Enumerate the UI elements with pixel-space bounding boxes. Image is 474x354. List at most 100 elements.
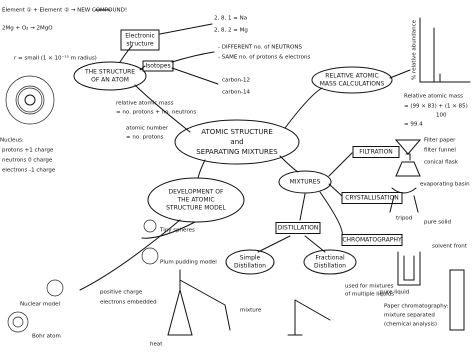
atom-sketch xyxy=(143,219,157,233)
node-label: Fractional xyxy=(315,255,345,262)
beaker xyxy=(397,251,421,286)
branch xyxy=(299,193,306,221)
node-label: THE ATOMIC xyxy=(176,197,214,204)
node-label: THE STRUCTURE xyxy=(84,69,135,76)
node-label: CHROMATOGRAPHY xyxy=(342,237,402,244)
note: Element ① + Element ② → NEW COMPOUND! xyxy=(2,7,127,14)
node-label: Distillation xyxy=(314,263,346,270)
apparatus xyxy=(167,139,465,336)
note: Relative atomic mass xyxy=(404,94,463,100)
branch xyxy=(328,152,353,177)
note: filter funnel xyxy=(424,148,456,154)
atom-sketch xyxy=(12,316,24,328)
note: carbon-14 xyxy=(222,90,250,96)
central-label: SEPARATING MIXTURES xyxy=(196,148,278,156)
note: relative atomic mass xyxy=(116,101,174,107)
node-label: DISTILLATION xyxy=(278,225,319,232)
note: r = small (1 × 10⁻¹⁰ m radius) xyxy=(14,55,97,62)
note: 2, 8, 1 = Na xyxy=(214,16,247,22)
note: solvent front xyxy=(432,244,468,250)
node-label: Electronic xyxy=(125,33,155,40)
branch xyxy=(284,87,323,129)
note: Paper chromatography: xyxy=(384,304,449,310)
note: Filter paper xyxy=(424,138,456,144)
node-label: RELATIVE ATOMIC xyxy=(325,73,378,80)
branch xyxy=(171,67,219,85)
branch xyxy=(119,45,133,63)
note: mixture xyxy=(240,308,262,314)
axes xyxy=(419,17,471,83)
branch xyxy=(304,235,326,253)
branch xyxy=(134,84,191,133)
note: neutrons 0 charge xyxy=(2,158,53,164)
note: Bohr atom xyxy=(32,334,61,340)
abundance-graph xyxy=(419,17,471,83)
note: Nucleus: xyxy=(0,138,24,144)
atom-sketch xyxy=(141,247,159,265)
branches xyxy=(79,9,411,291)
node-shape xyxy=(142,60,174,72)
node-label: MASS CALCULATIONS xyxy=(320,81,385,88)
branch xyxy=(197,159,206,179)
note: - DIFFERENT no. of NEUTRONS xyxy=(218,45,302,51)
branch xyxy=(141,221,196,239)
funnel xyxy=(394,139,422,161)
note: Nuclear model xyxy=(20,302,61,308)
note: Tiny spheres xyxy=(159,228,195,234)
node-label: Isotopes xyxy=(145,63,170,70)
note: Plum pudding model xyxy=(160,260,217,266)
note: % relative abundance xyxy=(412,19,418,80)
nucleus xyxy=(24,94,36,106)
note: positive charge xyxy=(100,290,143,296)
branch xyxy=(79,219,181,291)
note: (chemical analysis) xyxy=(384,322,437,328)
node-shape xyxy=(303,249,357,275)
node-shape xyxy=(341,192,403,204)
branch xyxy=(159,23,213,35)
node-label: OF AN ATOM xyxy=(91,77,129,84)
note: pure liquid xyxy=(380,290,409,296)
note: of multiple liquids xyxy=(345,292,394,298)
node-label: Distillation xyxy=(234,263,266,270)
note: = no. protons + no. neutrons xyxy=(116,110,196,116)
note: carbon-12 xyxy=(222,78,250,84)
node-shape xyxy=(225,249,275,275)
atom-sketch xyxy=(5,75,159,333)
note: electrons -1 charge xyxy=(2,168,56,174)
note: pure solid xyxy=(424,220,451,226)
column xyxy=(287,299,331,336)
node-label: DEVELOPMENT OF xyxy=(169,189,225,196)
note: mixture separated xyxy=(384,313,435,319)
atom-sketch xyxy=(46,279,64,297)
node-label: structure xyxy=(126,41,154,48)
central-node xyxy=(174,119,300,165)
node-shape xyxy=(278,170,332,194)
branch xyxy=(389,69,411,79)
graph-bars xyxy=(433,27,441,83)
note: = 99.4 xyxy=(404,122,423,128)
node-shape xyxy=(120,29,160,51)
shell xyxy=(17,87,43,113)
node-shape xyxy=(341,234,403,246)
node-label: STRUCTURE MODEL xyxy=(166,205,226,212)
node-label: MIXTURES xyxy=(290,179,321,186)
note: = (99 × 83) + (1 × 85) xyxy=(404,104,468,110)
note: - SAME no. of protons & electrons xyxy=(218,55,310,61)
note: protons +1 charge xyxy=(2,148,54,154)
branch xyxy=(171,51,215,63)
node-shape xyxy=(311,66,393,94)
node-label: CRYSTALLISATION xyxy=(345,195,398,202)
branch xyxy=(257,235,291,253)
note: used for mixtures xyxy=(345,284,394,290)
node-shape xyxy=(147,177,245,223)
atom-sketch xyxy=(7,311,29,333)
shell xyxy=(5,75,55,125)
shell xyxy=(15,85,45,115)
note: conical flask xyxy=(424,160,459,166)
note: heat xyxy=(150,342,163,348)
node-shape xyxy=(352,146,400,158)
central-label: and xyxy=(230,138,243,146)
